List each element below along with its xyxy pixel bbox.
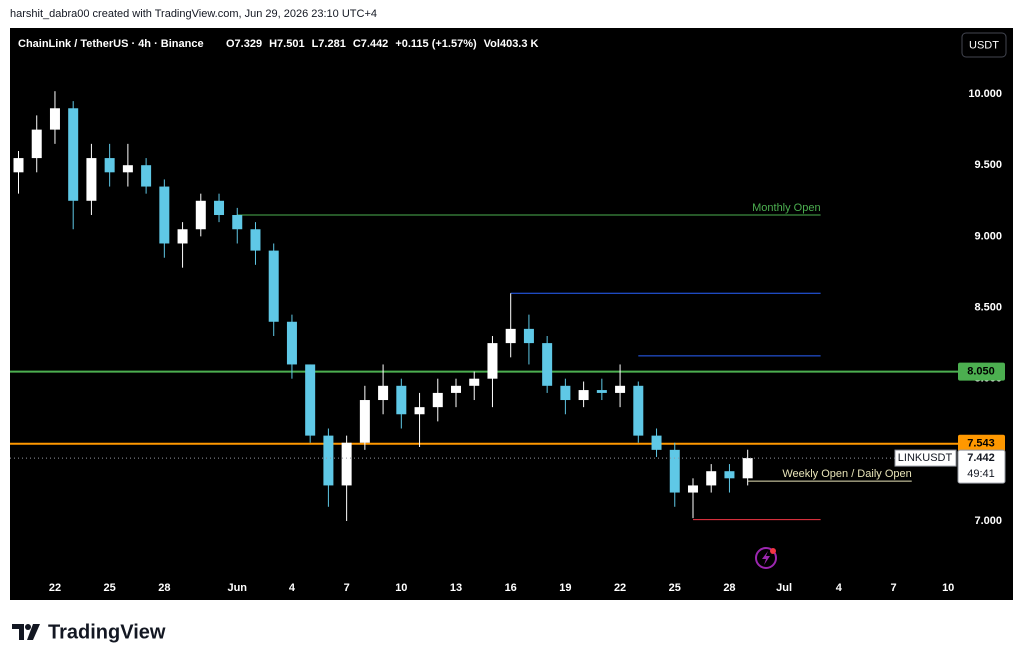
y-tick-label: 7.000 — [974, 515, 1002, 527]
candle-body — [542, 343, 553, 386]
alert-icon-ring[interactable] — [755, 547, 777, 569]
x-tick-label: 25 — [669, 582, 681, 594]
candle-body — [68, 108, 79, 201]
x-tick-label: 10 — [942, 582, 954, 594]
plot: Monthly Open Weekly Open / Daily Open — [10, 91, 958, 522]
logo-dot — [25, 624, 31, 630]
ohlc-legend-item: C7.442 — [353, 38, 388, 50]
logo-shape — [27, 624, 40, 640]
candle-body — [432, 392, 443, 408]
candle-body — [250, 229, 261, 251]
x-tick-label: Jul — [776, 582, 792, 594]
y-tick-label: 9.500 — [974, 159, 1002, 171]
candle-body — [523, 328, 534, 344]
candle-body — [724, 471, 735, 479]
candle-body — [560, 385, 571, 401]
candle-body — [177, 229, 188, 244]
candle-body — [633, 385, 644, 436]
x-tick-label: 19 — [559, 582, 571, 594]
candle-body — [687, 485, 698, 493]
y-tick-label: 9.000 — [974, 230, 1002, 242]
y-tick-label: 8.500 — [974, 301, 1002, 313]
candle-body — [122, 165, 133, 173]
candle-body — [469, 378, 480, 386]
chart-title: ChainLink / TetherUS · 4h · Binance — [18, 38, 204, 50]
alert-icon-dot[interactable] — [770, 548, 776, 554]
logo-shape — [12, 624, 24, 640]
candle-body — [706, 471, 717, 486]
candle-body — [396, 385, 407, 415]
candle-body — [378, 385, 389, 401]
ohlc-legend-item: +0.115 (+1.57%) — [395, 38, 477, 50]
candle-body — [414, 407, 425, 415]
current-price-label: 7.442 — [967, 452, 995, 464]
x-tick-label: 7 — [344, 582, 350, 594]
candle-body — [596, 390, 607, 393]
alert-icon-bolt[interactable] — [762, 551, 770, 565]
symbol-tag-label: LINKUSDT — [898, 452, 953, 464]
candle-body — [359, 400, 370, 443]
ohlc-legend-item: L7.281 — [312, 38, 346, 50]
candle-body — [104, 158, 115, 173]
candle-body — [578, 390, 589, 401]
x-tick-label: 22 — [49, 582, 61, 594]
x-tick-label: 16 — [505, 582, 517, 594]
candle-body — [323, 435, 334, 486]
currency-button-label[interactable]: USDT — [969, 39, 999, 51]
currency-button[interactable] — [961, 32, 1007, 58]
price-tag-label: 7.543 — [967, 438, 995, 450]
candle-body — [159, 186, 170, 244]
ohlc-legend-item: O7.329 — [226, 38, 262, 50]
price-tag — [958, 434, 1005, 453]
candle-body — [13, 158, 24, 173]
x-tick-label: 28 — [158, 582, 170, 594]
current-price-tag — [957, 449, 1006, 484]
candle-body — [195, 200, 206, 230]
level-label: Weekly Open / Daily Open — [782, 468, 911, 480]
candle-body — [286, 321, 297, 365]
ohlc-legend: O7.329 H7.501 L7.281 C7.442 +0.115 (+1.57%) V… — [226, 38, 539, 50]
chart-background — [10, 28, 1013, 600]
candle-body — [232, 215, 243, 230]
y-tick-label: 10.000 — [968, 88, 1002, 100]
candle-body — [341, 442, 352, 486]
x-tick-label: 4 — [836, 582, 843, 594]
price-tag — [958, 362, 1005, 381]
symbol-tag — [894, 449, 957, 467]
attribution: harshit_dabra00 created with TradingView… — [10, 8, 377, 20]
ohlc-legend-item: Vol403.3 K — [484, 38, 539, 50]
alert-icon[interactable] — [755, 547, 777, 569]
price-tag-label: 8.050 — [967, 365, 995, 377]
ohlc-legend-item: H7.501 — [269, 38, 304, 50]
candle-body — [487, 343, 498, 379]
x-tick-label: 28 — [723, 582, 735, 594]
x-tick-label: 22 — [614, 582, 626, 594]
candle-body — [214, 200, 225, 216]
candle-body — [86, 158, 97, 201]
candle-body — [615, 385, 626, 393]
x-tick-label: 10 — [395, 582, 407, 594]
countdown: 49:41 — [967, 468, 995, 480]
x-tick-label: 4 — [289, 582, 296, 594]
candle-body — [669, 449, 680, 493]
x-tick-label: 7 — [890, 582, 896, 594]
candle-body — [31, 129, 42, 159]
brand-logo — [12, 624, 40, 640]
candle-body — [651, 435, 662, 450]
x-tick-label: 13 — [450, 582, 462, 594]
level-label: Monthly Open — [752, 202, 820, 214]
candle-body — [505, 328, 516, 344]
brand: TradingView — [48, 621, 166, 643]
candle-body — [305, 364, 316, 436]
candle-body — [451, 385, 462, 393]
x-tick-label: Jun — [227, 582, 247, 594]
candle-body — [742, 458, 753, 479]
candle-body — [141, 165, 152, 187]
candle-body — [49, 108, 60, 130]
x-tick-label: 25 — [104, 582, 116, 594]
candle-body — [268, 250, 279, 322]
